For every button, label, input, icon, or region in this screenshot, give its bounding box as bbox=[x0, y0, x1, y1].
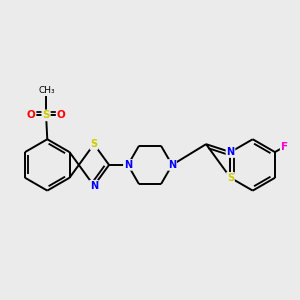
Text: N: N bbox=[90, 181, 98, 191]
Text: O: O bbox=[57, 110, 65, 120]
Text: S: S bbox=[42, 110, 50, 120]
Text: S: S bbox=[90, 139, 98, 149]
Text: S: S bbox=[227, 173, 234, 183]
Text: N: N bbox=[124, 160, 132, 170]
Text: O: O bbox=[27, 110, 35, 120]
Text: N: N bbox=[226, 147, 235, 157]
Text: N: N bbox=[168, 160, 176, 170]
Text: F: F bbox=[281, 142, 288, 152]
Text: CH₃: CH₃ bbox=[38, 86, 55, 95]
